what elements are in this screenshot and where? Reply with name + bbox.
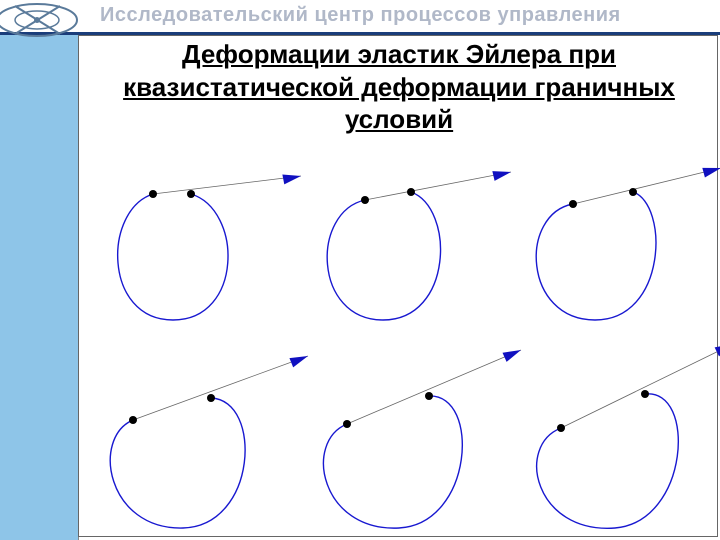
tangent-line [561, 344, 720, 428]
elastica-panel-0 [93, 150, 313, 340]
endpoint-dot-1 [361, 196, 369, 204]
endpoint-dot-1 [569, 200, 577, 208]
elastica-panel-2 [513, 150, 720, 340]
tangent-line [365, 172, 511, 200]
elastica-curve [323, 396, 462, 528]
tangent-line [573, 168, 720, 204]
elastica-curve [327, 192, 440, 320]
elastica-panel-3 [93, 340, 313, 530]
endpoint-dot-2 [207, 394, 215, 402]
arrow-icon [492, 167, 512, 181]
banner-title: Исследовательский центр процессов управл… [100, 4, 621, 27]
endpoint-dot-2 [425, 392, 433, 400]
endpoint-dot-2 [641, 390, 649, 398]
header-banner: Исследовательский центр процессов управл… [0, 0, 720, 35]
endpoint-dot-2 [629, 188, 637, 196]
slide-title: Деформации эластик Эйлера при квазистати… [78, 38, 720, 136]
tangent-line [133, 356, 308, 420]
endpoint-dot-1 [557, 424, 565, 432]
tangent-line [153, 176, 301, 194]
arrow-icon [715, 340, 720, 357]
elastica-curve [118, 194, 228, 320]
elastica-curve [537, 394, 679, 528]
endpoint-dot-2 [187, 190, 195, 198]
arrow-icon [282, 171, 302, 184]
diagram-grid [78, 150, 720, 530]
elastica-curve [536, 192, 656, 320]
elastica-panel-5 [513, 340, 720, 530]
tangent-line [347, 350, 521, 424]
left-sidebar [0, 35, 79, 540]
elastica-panel-1 [303, 150, 523, 340]
logo-icon [0, 0, 85, 43]
elastica-panel-4 [303, 340, 523, 530]
arrow-icon [702, 163, 720, 177]
endpoint-dot-1 [149, 190, 157, 198]
endpoint-dot-1 [343, 420, 351, 428]
endpoint-dot-2 [407, 188, 415, 196]
endpoint-dot-1 [129, 416, 137, 424]
